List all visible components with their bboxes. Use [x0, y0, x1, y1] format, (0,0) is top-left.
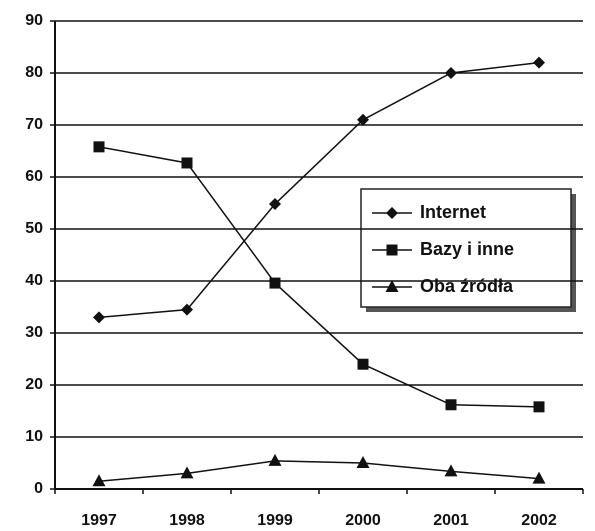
marker — [269, 198, 281, 211]
legend-label: Bazy i inne — [420, 239, 514, 259]
x-tick-label: 2001 — [433, 512, 469, 529]
x-tick-label: 1997 — [81, 512, 117, 529]
x-tick-label: 1998 — [169, 512, 205, 529]
y-tick-label: 20 — [25, 376, 43, 393]
marker — [445, 399, 457, 411]
marker — [533, 56, 545, 69]
legend-marker — [386, 207, 398, 219]
series-line — [98, 61, 540, 319]
y-tick-label: 30 — [25, 324, 43, 341]
y-tick-label: 90 — [25, 12, 43, 29]
y-tick-label: 80 — [25, 64, 43, 81]
marker — [180, 466, 194, 479]
marker — [357, 113, 369, 126]
series-line — [98, 146, 540, 408]
marker — [181, 157, 193, 169]
x-tick-label: 1999 — [257, 512, 293, 529]
legend-marker — [385, 280, 399, 292]
y-tick-label: 70 — [25, 116, 43, 133]
y-tick-label: 40 — [25, 272, 43, 289]
y-tick-label: 50 — [25, 220, 43, 237]
y-tick-label: 10 — [25, 428, 43, 445]
marker — [356, 456, 370, 468]
y-tick-label: 60 — [25, 168, 43, 185]
marker — [532, 471, 546, 484]
marker — [269, 277, 281, 289]
x-tick-label: 2002 — [521, 512, 557, 529]
x-tick-label: 2000 — [345, 512, 381, 529]
legend-marker — [386, 244, 398, 256]
marker — [444, 464, 458, 477]
marker — [268, 453, 282, 466]
legend-label: Internet — [420, 202, 486, 222]
y-tick-label: 0 — [34, 480, 43, 497]
marker — [93, 141, 105, 153]
series-line — [98, 460, 540, 482]
marker — [533, 401, 545, 413]
marker — [181, 303, 193, 316]
marker — [445, 67, 457, 79]
marker — [357, 358, 369, 370]
marker — [92, 474, 106, 487]
legend-label: Oba źródła — [420, 276, 514, 296]
marker — [93, 311, 105, 324]
